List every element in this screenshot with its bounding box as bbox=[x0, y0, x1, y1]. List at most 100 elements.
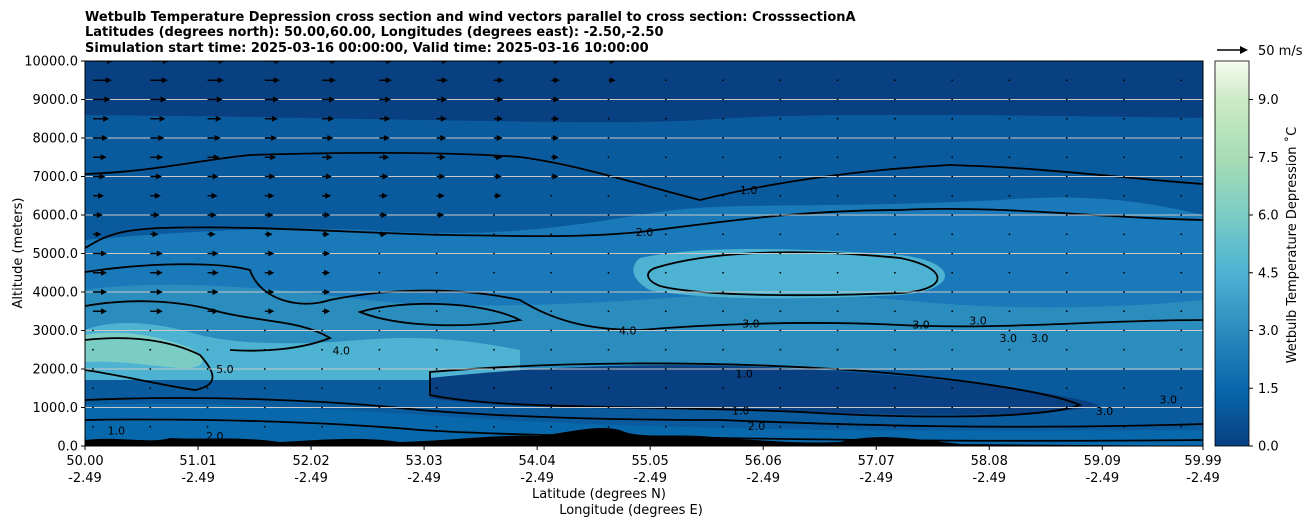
wind-vector-dot-6-8 bbox=[550, 310, 553, 313]
wind-vector-dot-9-15 bbox=[951, 252, 954, 255]
wind-vector-dot-10-7 bbox=[493, 233, 495, 236]
contour-label-3: 3.0 bbox=[742, 317, 760, 330]
wind-vector-dot-5-2 bbox=[206, 329, 209, 332]
wind-vector-dot-1-2 bbox=[206, 406, 209, 409]
wind-vector-dot-10-8 bbox=[550, 233, 553, 236]
wind-vector-dot-14-12 bbox=[779, 156, 782, 159]
wind-vector-dot-17-11 bbox=[722, 98, 724, 101]
wind-vector-dot-8-14 bbox=[893, 271, 896, 274]
wind-vector-dot-3-5 bbox=[378, 368, 381, 370]
x-axis-label-longitude: Longitude (degrees E) bbox=[559, 503, 703, 518]
wind-vector-dot-12-18 bbox=[1123, 194, 1125, 197]
wind-vector-head-9-4 bbox=[324, 250, 331, 257]
wind-vector-head-18-6 bbox=[441, 77, 448, 84]
wind-vector-dot-12-13 bbox=[836, 194, 839, 197]
wind-vector-head-10-4 bbox=[323, 231, 330, 238]
wind-vector-dot-18-19 bbox=[1180, 79, 1183, 82]
wind-vector-dot-5-12 bbox=[779, 329, 782, 332]
wind-vector-dot-10-12 bbox=[779, 233, 782, 236]
colorbar-tick-label-0: 0.0 bbox=[1258, 440, 1279, 455]
wind-vector-dot-9-16 bbox=[1008, 252, 1011, 255]
wind-vector-head-8-3 bbox=[268, 269, 275, 276]
wind-vector-dot-16-15 bbox=[951, 117, 954, 120]
filled-contour-moist-region bbox=[633, 249, 945, 299]
wind-vector-dot-4-10 bbox=[664, 348, 667, 351]
wind-vector-dot-6-12 bbox=[779, 310, 782, 313]
wind-vector-dot-1-15 bbox=[951, 406, 954, 409]
wind-vector-dot-13-13 bbox=[836, 175, 839, 178]
wind-vector-dot-18-15 bbox=[951, 79, 954, 82]
wind-vector-dot-11-18 bbox=[1123, 214, 1125, 216]
wind-vector-head-10-2 bbox=[209, 231, 216, 238]
wind-vector-dot-8-15 bbox=[951, 271, 954, 274]
wind-vector-dot-3-0 bbox=[92, 368, 94, 370]
wind-vector-dot-5-17 bbox=[1065, 329, 1068, 332]
wind-vector-dot-4-18 bbox=[1123, 348, 1125, 351]
wind-vector-head-13-0 bbox=[99, 173, 106, 180]
wind-vector-dot-4-19 bbox=[1180, 348, 1183, 351]
wind-vector-dot-12-11 bbox=[722, 194, 724, 197]
wind-vector-dot-0-9 bbox=[607, 425, 610, 428]
wind-vector-dot-12-15 bbox=[951, 194, 954, 197]
wind-vector-dot-4-5 bbox=[378, 348, 381, 351]
wind-vector-head-17-6 bbox=[441, 96, 448, 103]
x-tick-lon-4: -2.49 bbox=[520, 471, 554, 486]
wind-vector-dot-7-18 bbox=[1123, 291, 1125, 293]
wind-vector-dot-14-11 bbox=[722, 156, 724, 159]
wind-vector-dot-12-14 bbox=[893, 194, 896, 197]
wind-vector-dot-6-6 bbox=[435, 310, 438, 313]
wind-vector-dot-8-19 bbox=[1180, 271, 1183, 274]
wind-vector-dot-2-13 bbox=[836, 387, 839, 390]
contour-label-1: 2.0 bbox=[636, 226, 654, 239]
wind-vector-dot-16-9 bbox=[607, 117, 610, 120]
wind-vector-dot-17-18 bbox=[1123, 98, 1125, 101]
wind-vector-dot-1-7 bbox=[493, 406, 495, 409]
wind-vector-head-14-1 bbox=[157, 154, 164, 161]
contour-label-9: 3.0 bbox=[912, 319, 930, 332]
x-tick-lon-9: -2.49 bbox=[1085, 471, 1119, 486]
y-tick-label-3: 3000.0 bbox=[33, 324, 79, 339]
wind-vector-dot-2-10 bbox=[664, 387, 667, 390]
wind-vector-head-10-0 bbox=[95, 231, 102, 238]
contour-label-7: 1.0 bbox=[732, 404, 750, 417]
wind-vector-head-9-3 bbox=[268, 250, 275, 257]
quiver-key-label: 50 m/s bbox=[1258, 44, 1303, 59]
wind-vector-dot-11-14 bbox=[893, 214, 896, 216]
wind-vector-dot-10-16 bbox=[1008, 233, 1011, 236]
x-tick-lon-3: -2.49 bbox=[407, 471, 441, 486]
wind-vector-dot-8-18 bbox=[1123, 271, 1125, 274]
wind-vector-dot-0-2 bbox=[206, 425, 209, 428]
wind-vector-dot-5-5 bbox=[378, 329, 381, 332]
wind-vector-dot-10-18 bbox=[1123, 233, 1125, 236]
wind-vector-head-12-0 bbox=[98, 192, 105, 199]
colorbar-tick-label-4: 6.0 bbox=[1258, 209, 1279, 224]
wind-vector-dot-14-14 bbox=[893, 156, 896, 159]
wind-vector-dot-14-9 bbox=[607, 156, 610, 159]
wind-vector-dot-16-12 bbox=[779, 117, 782, 120]
wind-vector-head-7-3 bbox=[268, 289, 275, 295]
x-tick-lat-9: 59.09 bbox=[1084, 454, 1121, 469]
wind-vector-dot-9-12 bbox=[779, 252, 782, 255]
wind-vector-head-16-8 bbox=[553, 115, 560, 122]
wind-vector-dot-5-16 bbox=[1008, 329, 1011, 332]
wind-vector-dot-11-13 bbox=[836, 214, 839, 216]
y-tick-label-7: 7000.0 bbox=[33, 170, 79, 185]
wind-vector-head-15-2 bbox=[214, 135, 221, 141]
colorbar-tick-label-1: 1.5 bbox=[1258, 382, 1279, 397]
wind-vector-head-19-1 bbox=[162, 61, 169, 64]
wind-vector-dot-7-12 bbox=[779, 291, 782, 293]
wind-vector-head-13-6 bbox=[439, 173, 446, 180]
wind-vector-dot-11-9 bbox=[607, 214, 610, 216]
wind-vector-dot-18-13 bbox=[836, 79, 839, 82]
wind-vector-dot-6-17 bbox=[1065, 310, 1068, 313]
wind-vector-dot-12-8 bbox=[550, 194, 553, 197]
wind-vector-dot-0-10 bbox=[664, 425, 667, 428]
wind-vector-head-18-9 bbox=[609, 77, 616, 84]
wind-vector-dot-13-19 bbox=[1180, 175, 1183, 178]
wind-vector-dot-8-11 bbox=[722, 271, 724, 274]
contour-label-15: 1.0 bbox=[108, 424, 126, 437]
wind-vector-dot-3-6 bbox=[435, 368, 438, 370]
terrain bbox=[85, 427, 1203, 446]
wind-vector-head-14-7 bbox=[496, 154, 503, 161]
wind-vector-dot-2-15 bbox=[951, 387, 954, 390]
